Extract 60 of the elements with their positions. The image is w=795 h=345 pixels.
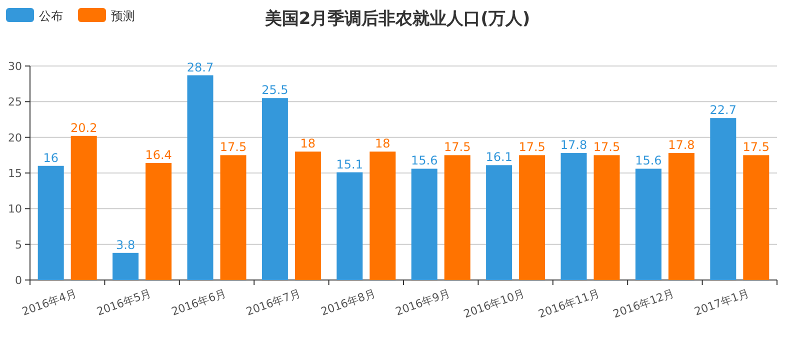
data-label: 20.2 xyxy=(70,120,98,135)
data-label: 17.5 xyxy=(518,140,546,154)
data-label: 16.4 xyxy=(145,148,172,162)
y-tick-label: 0 xyxy=(15,274,22,287)
bar xyxy=(112,252,139,280)
y-tick-label: 5 xyxy=(15,238,22,252)
data-label: 15.6 xyxy=(410,154,438,168)
bar xyxy=(560,153,587,280)
bar xyxy=(486,165,512,280)
y-tick-label: 25 xyxy=(8,96,22,109)
bar xyxy=(187,75,214,280)
data-label: 17.5 xyxy=(593,140,620,154)
bar xyxy=(262,98,288,280)
data-label: 16 xyxy=(43,150,58,165)
bar xyxy=(444,155,470,280)
data-label: 17.8 xyxy=(668,138,695,152)
x-tick-label: 2016年12月 xyxy=(611,286,676,321)
x-tick-label: 2016年5月 xyxy=(95,286,154,318)
bar xyxy=(668,153,694,280)
data-label: 25.5 xyxy=(262,83,288,98)
data-label: 17.8 xyxy=(560,138,588,152)
bar xyxy=(519,155,546,280)
x-tick-label: 2016年7月 xyxy=(244,286,302,318)
x-tick-label: 2016年6月 xyxy=(170,286,228,318)
y-tick-label: 20 xyxy=(8,131,22,144)
data-label: 18 xyxy=(375,136,390,151)
data-label: 15.1 xyxy=(336,157,364,172)
x-tick-label: 2016年4月 xyxy=(20,286,78,318)
legend-label: 公布 xyxy=(39,9,63,23)
data-label: 3.8 xyxy=(116,238,136,252)
bar xyxy=(635,168,662,280)
x-tick-label: 2016年11月 xyxy=(536,286,602,321)
x-tick-label: 2016年10月 xyxy=(462,286,527,321)
bar xyxy=(710,118,736,280)
bar xyxy=(294,152,321,280)
legend-label: 预测 xyxy=(111,9,135,23)
y-tick-label: 30 xyxy=(8,60,22,73)
data-label: 28.7 xyxy=(186,60,214,74)
bar xyxy=(594,155,620,280)
bar xyxy=(146,163,172,280)
x-tick-label: 2016年9月 xyxy=(394,286,452,318)
data-label: 15.6 xyxy=(635,154,662,168)
chart-title: 美国2月季调后非农就业人口(万人) xyxy=(264,9,530,29)
x-tick-label: 2016年8月 xyxy=(319,286,378,318)
y-tick-label: 15 xyxy=(8,167,22,180)
bar xyxy=(370,152,396,280)
bar xyxy=(743,155,770,280)
y-tick-label: 10 xyxy=(8,202,22,216)
data-label: 18 xyxy=(300,136,316,151)
data-label: 22.7 xyxy=(710,103,737,118)
bar xyxy=(38,166,64,280)
data-label: 17.5 xyxy=(742,140,770,154)
data-label: 17.5 xyxy=(444,140,471,154)
data-label: 16.1 xyxy=(486,150,512,164)
bar xyxy=(336,172,363,280)
bar xyxy=(220,155,246,280)
bar xyxy=(70,136,97,280)
x-tick-label: 2017年1月 xyxy=(692,286,751,318)
bar xyxy=(411,168,438,280)
data-label: 17.5 xyxy=(220,140,247,154)
